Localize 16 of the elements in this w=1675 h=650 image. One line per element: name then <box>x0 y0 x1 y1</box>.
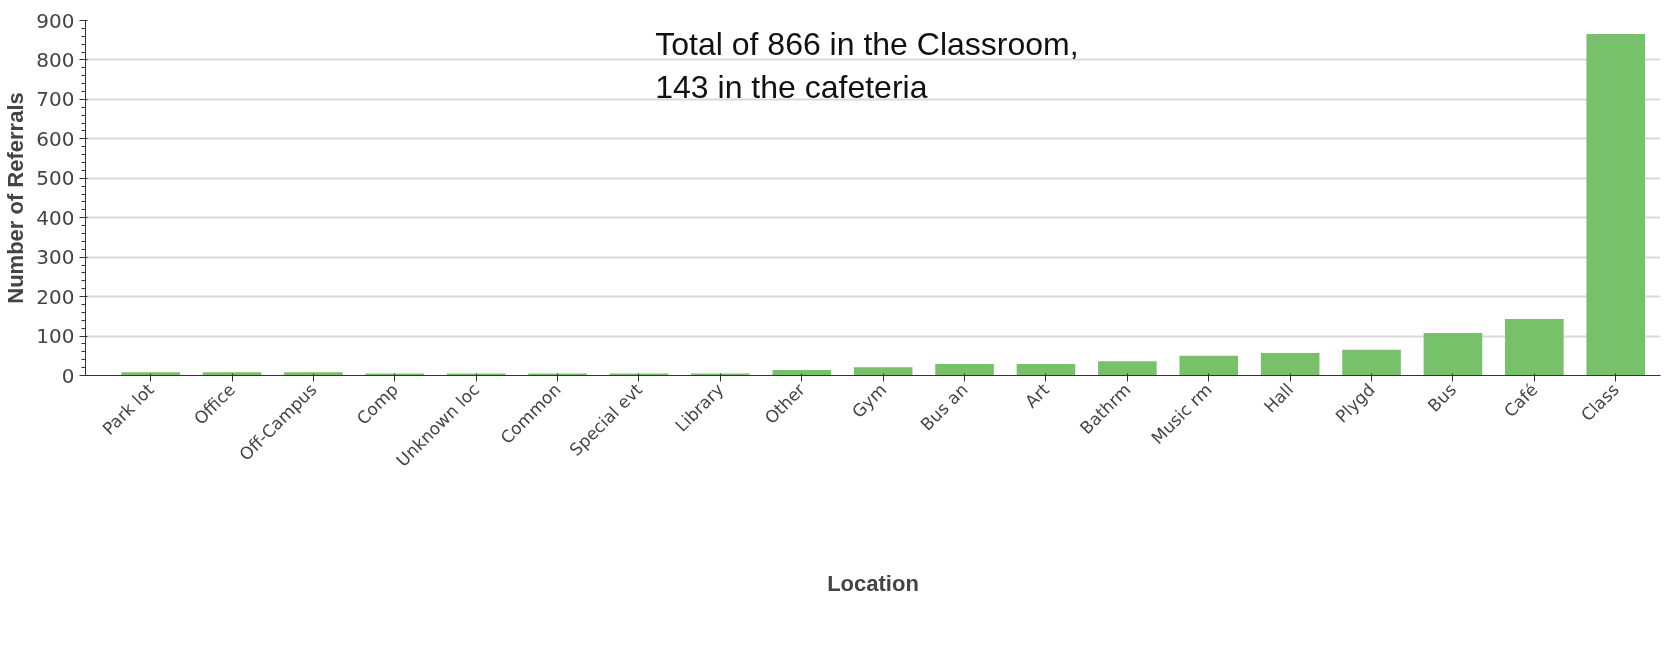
y-tick-label: 100 <box>36 324 75 349</box>
x-axis-title: Location <box>827 570 919 596</box>
x-tick-label: Art <box>1021 379 1054 412</box>
y-tick-label: 600 <box>36 126 75 151</box>
y-tick-label: 300 <box>36 245 75 270</box>
annotation: Total of 866 in the Classroom, 143 in the cafeteria <box>655 25 1079 106</box>
y-tick-label: 900 <box>36 8 75 33</box>
y-tick-label: 800 <box>36 47 75 72</box>
x-tick-label: Bus an <box>916 379 972 435</box>
y-tick-label: 0 <box>61 363 75 388</box>
y-tick-label: 400 <box>36 205 75 230</box>
y-axis-title: Number of Referrals <box>3 92 29 304</box>
y-tick-label: 700 <box>36 87 75 112</box>
x-tick-label: Bus <box>1423 379 1461 416</box>
y-tick-label: 200 <box>36 284 75 309</box>
y-tick-label: 500 <box>36 166 75 191</box>
